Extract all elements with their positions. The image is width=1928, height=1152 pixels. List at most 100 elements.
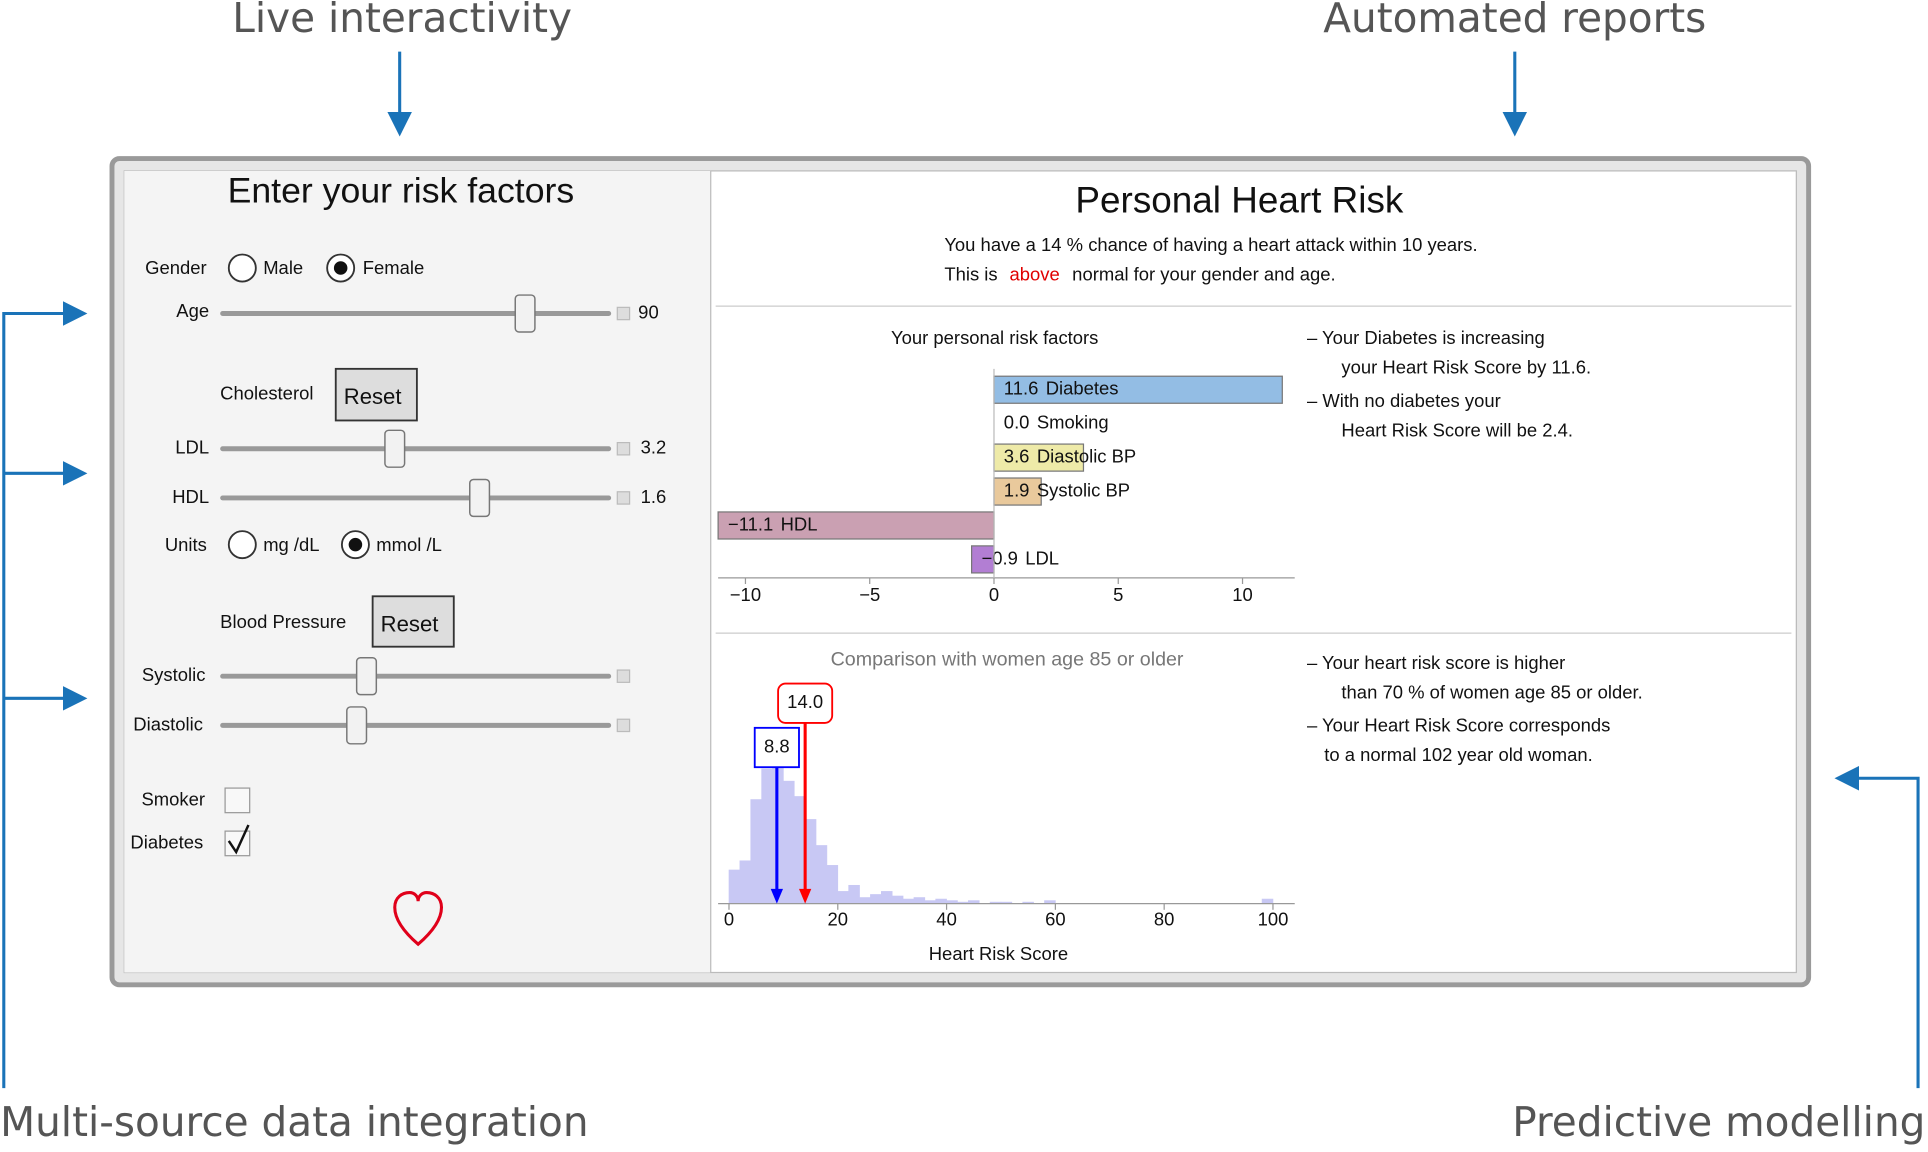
x-tick-label: 40: [936, 909, 957, 930]
note: than 70 % of women age 85 or older.: [1341, 681, 1642, 702]
histogram-bar: [793, 796, 806, 904]
slider-expand[interactable]: [616, 491, 631, 505]
value: 1.6: [641, 486, 667, 507]
x-axis-label: Heart Risk Score: [929, 943, 1068, 964]
radio-dot: [348, 537, 363, 552]
label: LDL: [175, 437, 209, 458]
option-label: mg /dL: [263, 534, 319, 555]
radio-dot: [333, 261, 348, 275]
category-label: Systolic BP: [1037, 479, 1130, 500]
slider-diastolic[interactable]: [346, 706, 368, 745]
category-label: LDL: [1025, 547, 1059, 568]
bar: [993, 443, 1085, 472]
histogram-bar: [1261, 898, 1274, 904]
bar: [993, 375, 1283, 404]
category-label: Diabetes: [1046, 378, 1119, 399]
radio-male[interactable]: [227, 253, 257, 283]
button-label: Reset: [381, 612, 439, 637]
option-label: Female: [363, 257, 424, 278]
histogram-bar: [761, 768, 773, 904]
histogram-bar: [913, 897, 926, 904]
slider-age[interactable]: [514, 294, 536, 333]
marker-arrowhead: [770, 888, 784, 904]
histogram-bar: [739, 860, 752, 904]
histogram-bar: [891, 895, 904, 904]
label: Gender: [145, 257, 207, 278]
x-tick-label: 0: [989, 584, 999, 605]
bar-label: −11.1 HDL: [728, 513, 818, 534]
panel-title: Enter your risk factors: [228, 170, 575, 210]
label: HDL: [172, 486, 209, 507]
slider-ldl[interactable]: [384, 429, 406, 468]
callout: Live interactivity: [232, 0, 572, 42]
histogram-bar: [783, 780, 795, 904]
bar-label: 1.9 Systolic BP: [1004, 479, 1130, 500]
slider-expand[interactable]: [616, 306, 631, 321]
reset-button[interactable]: [371, 595, 455, 648]
value: 3.2: [641, 437, 667, 458]
marker-label: 8.8: [764, 735, 790, 756]
histogram-bar: [750, 799, 762, 904]
heart-icon: [393, 891, 444, 947]
value-label: −0.9: [981, 547, 1017, 568]
x-tick-label: 60: [1045, 909, 1066, 930]
category-label: Diastolic BP: [1037, 445, 1136, 466]
slider-hdl[interactable]: [469, 478, 491, 518]
note: Heart Risk Score will be 2.4.: [1341, 419, 1573, 440]
report-sentence: You have a 14 % chance of having a heart…: [944, 234, 1477, 255]
bar: [993, 477, 1042, 506]
callout-arrows: [2, 51, 1920, 1089]
value-label: 3.6: [1004, 445, 1030, 466]
x-tick-label: −5: [859, 584, 880, 605]
label: Systolic: [142, 664, 206, 685]
x-tick-label: 0: [724, 909, 734, 930]
label: Diastolic: [133, 713, 203, 734]
x-tick-label: 100: [1258, 909, 1289, 930]
bar: [717, 511, 995, 540]
report-sentence: normal for your gender and age.: [1072, 263, 1335, 284]
label: Blood Pressure: [220, 611, 346, 632]
note: – Your Heart Risk Score corresponds: [1307, 714, 1610, 735]
marker-arrowhead: [798, 888, 812, 904]
radio-mgdl[interactable]: [227, 530, 257, 560]
histogram-bar: [880, 891, 893, 904]
charts: Your personal risk factors −10 −5 0 5 10 11.6 D…: [717, 327, 1295, 964]
note: – With no diabetes your: [1307, 390, 1501, 411]
callout: Predictive modelling: [1512, 1098, 1925, 1146]
x-tick-label: 20: [828, 909, 849, 930]
marker-label: 14.0: [787, 691, 823, 712]
bar-label: 3.6 Diastolic BP: [1004, 445, 1136, 466]
option-label: mmol /L: [376, 534, 442, 555]
checkbox-smoker[interactable]: [224, 787, 251, 814]
x-tick-label: 5: [1113, 584, 1123, 605]
button-label: Reset: [344, 384, 402, 409]
x-tick-label: −10: [730, 584, 761, 605]
label: Units: [165, 534, 207, 555]
histogram-bar: [935, 898, 947, 904]
note: – Your Diabetes is increasing: [1307, 327, 1545, 348]
input-panel: [124, 170, 711, 973]
report-sentence: This is: [944, 263, 997, 284]
value-label: 0.0: [1004, 412, 1030, 433]
slider-expand[interactable]: [616, 669, 631, 683]
histogram-bar: [815, 845, 828, 904]
slider-expand[interactable]: [616, 718, 631, 733]
x-tick-label: 10: [1232, 584, 1253, 605]
chart-title: Comparison with women age 85 or older: [831, 648, 1184, 670]
slider-systolic[interactable]: [355, 657, 378, 696]
note: your Heart Risk Score by 11.6.: [1341, 357, 1591, 378]
category-label: Smoking: [1037, 412, 1109, 433]
histogram-bar: [902, 898, 915, 904]
value: 90: [638, 301, 659, 322]
label: Diabetes: [130, 831, 203, 852]
histogram-bar: [837, 891, 849, 904]
category-label: HDL: [781, 513, 818, 534]
callout: Automated reports: [1323, 0, 1706, 42]
slider-expand[interactable]: [616, 441, 631, 456]
report-title: Personal Heart Risk: [1075, 180, 1403, 221]
reset-button[interactable]: [334, 367, 418, 422]
histogram-bar: [826, 865, 839, 904]
label: Smoker: [141, 788, 205, 809]
checkmark: [227, 824, 250, 855]
